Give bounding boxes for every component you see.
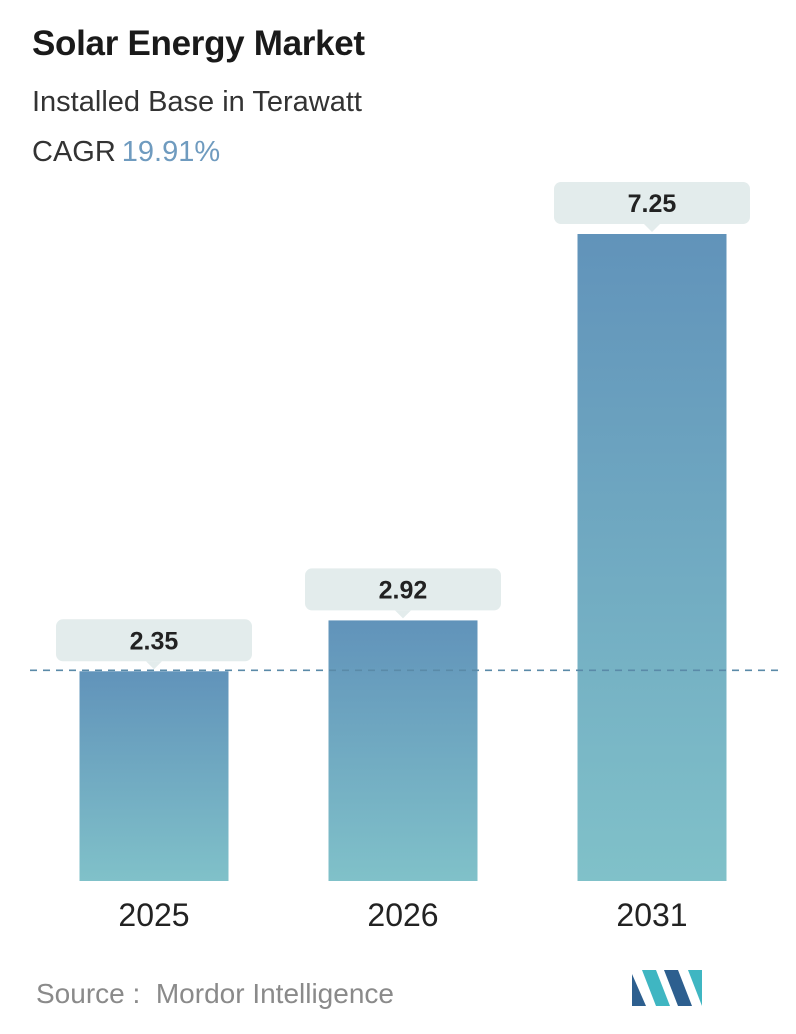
cagr-value: 19.91% xyxy=(121,136,221,168)
bar-2025 xyxy=(79,671,229,881)
mordor-intelligence-logo xyxy=(632,970,702,1006)
chart-title: Solar Energy Market xyxy=(32,24,365,63)
value-labels-layer: 2.35 2.92 7.25 xyxy=(56,182,750,670)
chart-subtitle: Installed Base in Terawatt xyxy=(32,86,362,118)
bar-2031 xyxy=(577,234,727,881)
bars-layer xyxy=(79,234,727,881)
value-label-box-2025 xyxy=(56,619,252,662)
value-label-pointer-2025 xyxy=(146,661,162,670)
cagr-label: CAGR xyxy=(32,136,116,168)
source-name: Mordor Intelligence xyxy=(155,978,394,1009)
x-tick-label-2031: 2031 xyxy=(616,897,687,933)
value-label-box-2026 xyxy=(305,568,501,611)
value-label-2025: 2.35 xyxy=(130,627,179,655)
bar-2026 xyxy=(328,620,478,881)
value-label-2026: 2.92 xyxy=(379,576,428,604)
value-label-box-2031 xyxy=(554,182,750,224)
x-tick-label-2026: 2026 xyxy=(367,897,438,933)
x-tick-label-2025: 2025 xyxy=(118,897,189,933)
value-label-2031: 7.25 xyxy=(628,190,677,218)
value-label-pointer-2026 xyxy=(395,610,411,619)
cagr-row: CAGR 19.91% xyxy=(32,136,220,169)
source-note: Source : Mordor Intelligence xyxy=(36,978,394,1010)
value-label-pointer-2031 xyxy=(644,224,660,232)
source-label: Source : xyxy=(36,978,141,1009)
x-tick-labels-layer: 2025 2026 2031 xyxy=(118,897,687,933)
